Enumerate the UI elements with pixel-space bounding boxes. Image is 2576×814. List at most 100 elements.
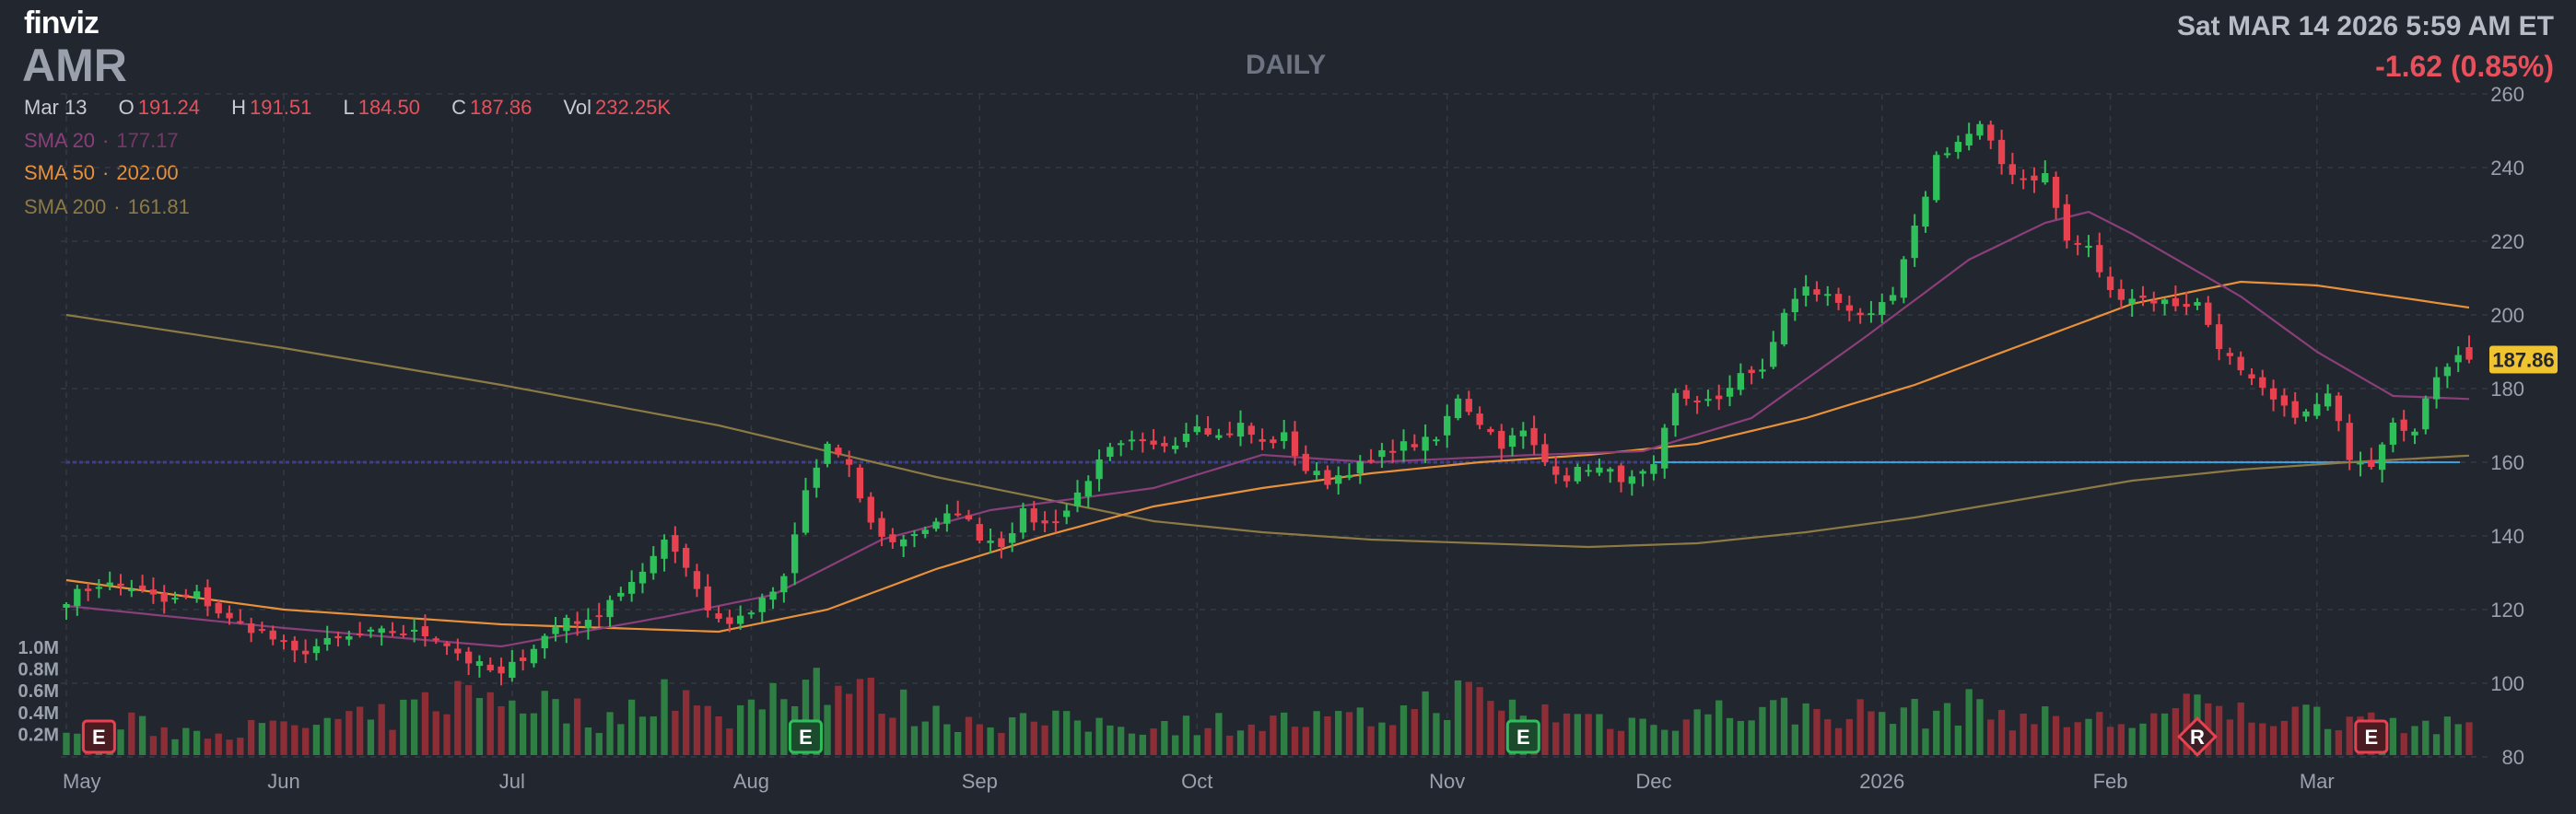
candle-body (1879, 302, 1886, 316)
candle-body (1487, 428, 1494, 433)
earnings-event-marker[interactable]: E (81, 719, 116, 754)
volume-bar (2454, 724, 2462, 755)
candle-body (715, 613, 722, 620)
candle-body (976, 524, 983, 541)
volume-bar (1378, 722, 1386, 755)
event-marker-shape (788, 719, 823, 754)
candle-body (824, 443, 831, 464)
candle-body (2378, 444, 2386, 471)
candle-body (2063, 204, 2071, 241)
candle-body (2172, 297, 2180, 307)
candle-body (1759, 369, 1766, 372)
volume-bar (378, 704, 385, 755)
earnings-event-marker[interactable]: E (1505, 719, 1540, 754)
volume-bar (1856, 699, 1864, 755)
finviz-logo[interactable]: finviz (24, 6, 100, 41)
sma20-legend[interactable]: SMA 20 · 177.17 (24, 129, 179, 152)
volume-bar (900, 689, 907, 755)
candle-body (638, 571, 647, 584)
candle-body (900, 539, 907, 547)
volume-bar (682, 690, 690, 755)
volume-bar (1433, 713, 1440, 755)
volume-bar (1128, 733, 1136, 755)
close-value: 187.86 (470, 96, 533, 119)
volume-bar (1650, 725, 1657, 755)
volume-bar (1052, 710, 1060, 755)
ticker-symbol: AMR (22, 40, 127, 91)
volume-bar (813, 668, 820, 755)
earnings-event-marker[interactable]: E (2354, 719, 2389, 754)
volume-bar (693, 705, 701, 755)
volume-bar (672, 710, 679, 755)
candle-body (1422, 436, 1429, 451)
volume-bar (280, 721, 287, 755)
volume-bar (269, 720, 276, 755)
candle-body (1552, 466, 1560, 475)
volume-bar (987, 727, 994, 755)
candle-body (2205, 302, 2212, 325)
sma50-legend[interactable]: SMA 50 · 202.00 (24, 161, 179, 184)
candle-body (291, 640, 299, 651)
candle-body (106, 582, 113, 587)
candle-body (1399, 441, 1408, 451)
candle-body (519, 657, 527, 661)
volume-bar (1770, 700, 1777, 755)
volume-bar (345, 711, 353, 755)
candle-body (1281, 432, 1288, 441)
volume-bar (2291, 706, 2299, 755)
volume-bar (2443, 716, 2452, 755)
volume-bar (704, 705, 711, 755)
volume-bar (1411, 709, 1418, 755)
volume-bar (1063, 711, 1071, 755)
candle-body (1313, 471, 1320, 476)
volume-bar (171, 738, 179, 755)
candle-body (2259, 377, 2266, 389)
candle-body (1693, 400, 1701, 403)
candle-body (2160, 299, 2169, 305)
volume-bar (1574, 714, 1581, 755)
earnings-event-marker[interactable]: R (2177, 716, 2218, 757)
volume-bar (486, 692, 494, 755)
candle-body (889, 534, 896, 542)
candle-body (1737, 373, 1744, 390)
volume-bar (1965, 689, 1973, 755)
volume-bar (1476, 687, 1483, 755)
candle-body (2443, 366, 2452, 377)
candle-body (530, 648, 538, 664)
candle-body (2400, 419, 2407, 431)
volume-bar (1976, 699, 1984, 755)
earnings-event-marker[interactable]: E (788, 719, 823, 754)
volume-bar (1454, 680, 1462, 755)
candle-body (1150, 440, 1157, 445)
volume-bar (2248, 722, 2255, 755)
volume-bar (563, 723, 570, 755)
volume-bar (1444, 719, 1451, 755)
candle-body (1302, 453, 1309, 471)
volume-bar (138, 715, 146, 755)
candle-body (1922, 196, 1929, 227)
sma50-label: SMA 50 (24, 161, 96, 184)
volume-bar (2096, 712, 2103, 755)
candle-body (2302, 411, 2310, 417)
candle-body (475, 661, 484, 667)
date-tick-label: Nov (1429, 770, 1465, 793)
volume-bar (182, 727, 190, 755)
volume-bar (1759, 706, 1766, 755)
volume-bar (2042, 706, 2049, 755)
volume-bar (63, 732, 70, 755)
volume-bar (312, 725, 321, 755)
candle-body (247, 622, 255, 634)
volume-bar (2215, 705, 2223, 755)
volume-bar (509, 700, 516, 755)
candle-body (704, 586, 711, 610)
volume-bar (475, 698, 484, 755)
candle-body (954, 513, 962, 516)
volume-bar (117, 729, 124, 755)
candle-body (627, 582, 636, 594)
ohlc-date: Mar 13 (24, 96, 88, 119)
low-value: 184.50 (357, 96, 421, 119)
candle-body (128, 589, 135, 592)
sma200-legend[interactable]: SMA 200 · 161.81 (24, 195, 190, 218)
